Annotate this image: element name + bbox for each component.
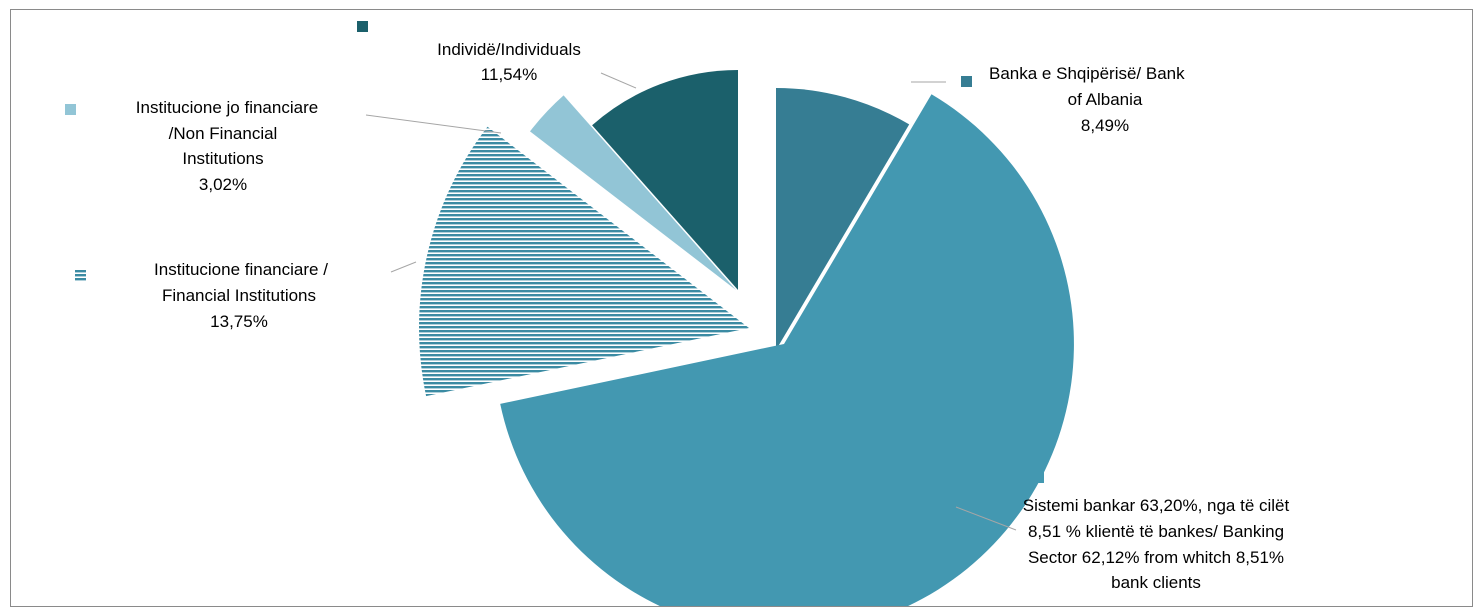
pie-chart: Banka e Shqipërisë/ Bank of Albania 8,49% S… [65, 21, 1290, 606]
slice-label: Institucione financiare / [154, 260, 328, 279]
leader-line [365, 114, 502, 134]
leader-line [390, 261, 417, 273]
leader-line [600, 72, 637, 89]
slice-label: 8,51 % klientë të bankes/ Banking [1028, 522, 1284, 541]
slice-label: Institutions [182, 149, 263, 168]
slice-label: of Albania [1068, 90, 1143, 109]
legend-swatch [75, 270, 86, 281]
pie-slice [776, 88, 910, 350]
slice-label: Institucione jo financiare [136, 98, 318, 117]
legend-swatch [1033, 472, 1044, 483]
slice-label: Sector 62,12% from whitch 8,51% [1028, 548, 1284, 567]
pie-slice [530, 95, 736, 291]
slice-label: Sistemi bankar 63,20%, nga të cilët [1023, 496, 1290, 515]
slice-label: Financial Institutions [162, 286, 316, 305]
slice-label: 3,02% [199, 175, 247, 194]
leader-line [955, 506, 1017, 531]
slice-label: 13,75% [210, 312, 268, 331]
pie-slice [592, 70, 738, 290]
slice-label: bank clients [1111, 573, 1201, 592]
slice-label: Individë/Individuals [437, 40, 581, 59]
slice-label: 11,54% [481, 65, 537, 84]
legend-swatch [65, 104, 76, 115]
pie-slice [418, 126, 749, 397]
pie-slice [500, 94, 1074, 606]
chart-frame: Banka e Shqipërisë/ Bank of Albania 8,49% S… [10, 9, 1473, 607]
slice-label: 8,49% [1081, 116, 1129, 135]
slice-label: /Non Financial [169, 124, 278, 143]
legend-swatch [961, 76, 972, 87]
slice-label: Banka e Shqipërisë/ Bank [989, 64, 1185, 83]
legend-swatch [357, 21, 368, 32]
